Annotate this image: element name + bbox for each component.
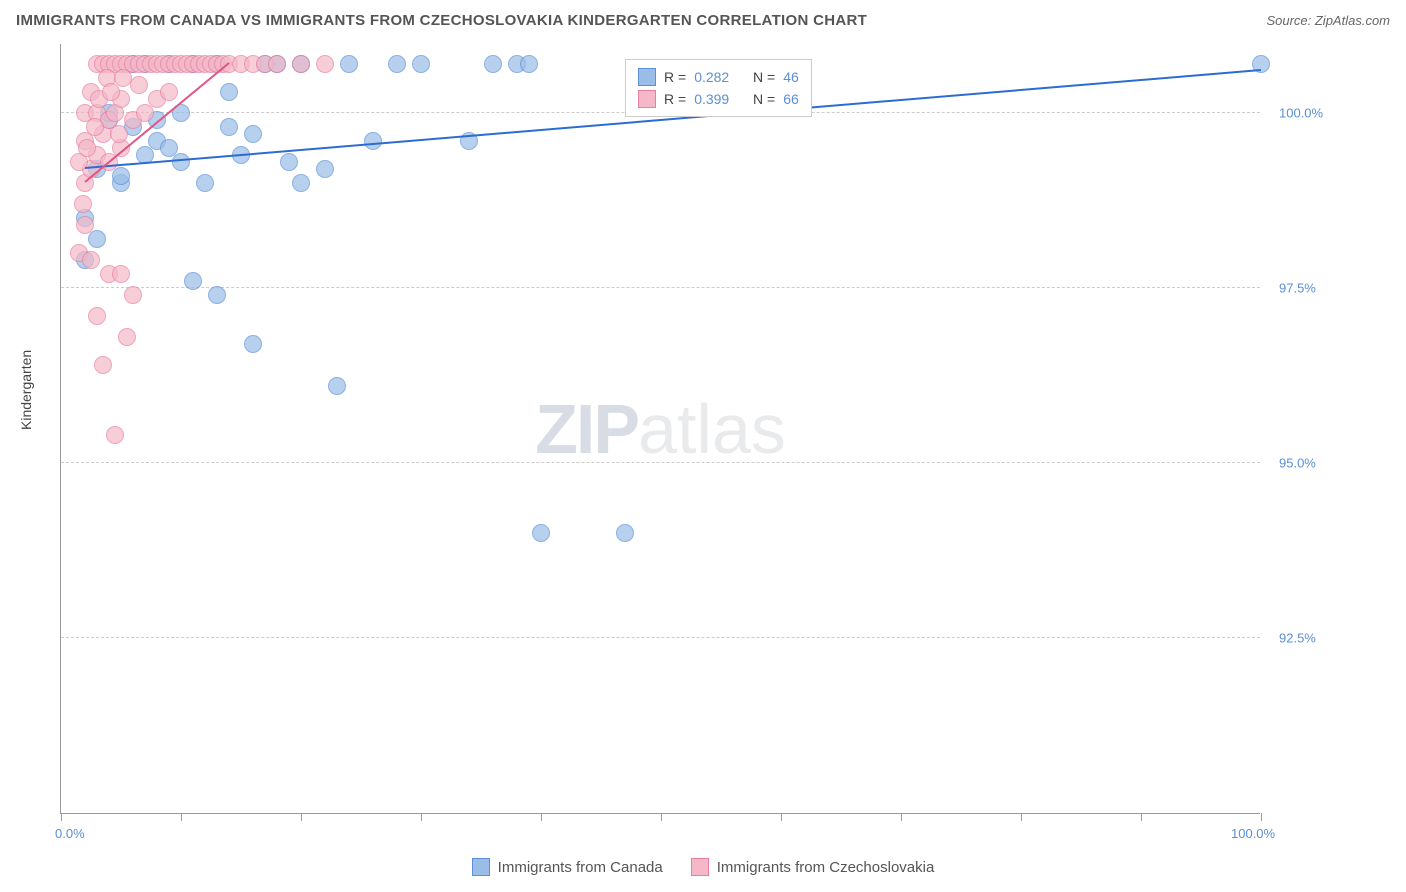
swatch-czech-icon (638, 90, 656, 108)
data-point-czech (130, 76, 148, 94)
data-point-canada (328, 377, 346, 395)
x-tick-label: 0.0% (55, 826, 85, 841)
r-value-canada: 0.282 (694, 66, 729, 88)
legend-label-czech: Immigrants from Czechoslovakia (717, 859, 935, 876)
n-label: N = (753, 66, 775, 88)
data-point-canada (220, 83, 238, 101)
data-point-canada (484, 55, 502, 73)
data-point-czech (160, 83, 178, 101)
data-point-canada (172, 153, 190, 171)
data-point-czech (316, 55, 334, 73)
legend-correlation-box: R = 0.282 N = 46 R = 0.399 N = 66 (625, 59, 812, 117)
y-tick-label: 97.5% (1279, 281, 1316, 296)
gridline (61, 462, 1260, 463)
watermark-part2: atlas (638, 390, 786, 468)
data-point-canada (244, 335, 262, 353)
legend-item-canada: Immigrants from Canada (472, 858, 663, 876)
n-value-canada: 46 (783, 66, 799, 88)
x-tick (61, 813, 62, 821)
data-point-canada (316, 160, 334, 178)
chart-title: IMMIGRANTS FROM CANADA VS IMMIGRANTS FRO… (16, 12, 867, 29)
data-point-czech (110, 125, 128, 143)
legend-label-canada: Immigrants from Canada (498, 859, 663, 876)
legend-item-czech: Immigrants from Czechoslovakia (691, 858, 935, 876)
data-point-czech (88, 307, 106, 325)
x-tick (541, 813, 542, 821)
data-point-canada (184, 272, 202, 290)
data-point-canada (388, 55, 406, 73)
gridline (61, 287, 1260, 288)
data-point-czech (86, 118, 104, 136)
data-point-canada (616, 524, 634, 542)
data-point-czech (94, 356, 112, 374)
swatch-czech (691, 858, 709, 876)
data-point-canada (292, 174, 310, 192)
x-tick (421, 813, 422, 821)
x-tick (181, 813, 182, 821)
data-point-canada (280, 153, 298, 171)
x-tick (781, 813, 782, 821)
data-point-czech (112, 265, 130, 283)
data-point-czech (136, 104, 154, 122)
data-point-canada (112, 167, 130, 185)
watermark-part1: ZIP (535, 390, 638, 468)
swatch-canada-icon (638, 68, 656, 86)
data-point-canada (412, 55, 430, 73)
swatch-canada (472, 858, 490, 876)
r-label: R = (664, 66, 686, 88)
y-tick-label: 100.0% (1279, 106, 1323, 121)
n-value-czech: 66 (783, 88, 799, 110)
gridline (61, 637, 1260, 638)
legend-row-canada: R = 0.282 N = 46 (638, 66, 799, 88)
data-point-canada (532, 524, 550, 542)
x-tick (301, 813, 302, 821)
x-tick (1021, 813, 1022, 821)
data-point-czech (76, 216, 94, 234)
source-label: Source: ZipAtlas.com (1266, 13, 1390, 28)
x-tick (661, 813, 662, 821)
y-axis-title: Kindergarten (18, 350, 34, 430)
x-tick (1261, 813, 1262, 821)
n-label: N = (753, 88, 775, 110)
plot-area: ZIPatlas 92.5%95.0%97.5%100.0%0.0%100.0%… (60, 44, 1260, 814)
data-point-canada (196, 174, 214, 192)
data-point-canada (160, 139, 178, 157)
data-point-canada (88, 230, 106, 248)
x-tick-label: 100.0% (1231, 826, 1275, 841)
legend-row-czech: R = 0.399 N = 66 (638, 88, 799, 110)
data-point-canada (220, 118, 238, 136)
data-point-canada (244, 125, 262, 143)
data-point-canada (208, 286, 226, 304)
data-point-czech (124, 286, 142, 304)
data-point-czech (118, 328, 136, 346)
data-point-czech (268, 55, 286, 73)
r-value-czech: 0.399 (694, 88, 729, 110)
data-point-canada (364, 132, 382, 150)
data-point-canada (340, 55, 358, 73)
watermark: ZIPatlas (535, 389, 786, 469)
y-tick-label: 95.0% (1279, 456, 1316, 471)
data-point-czech (74, 195, 92, 213)
data-point-czech (82, 251, 100, 269)
legend-bottom: Immigrants from Canada Immigrants from C… (0, 858, 1406, 876)
r-label: R = (664, 88, 686, 110)
data-point-czech (106, 426, 124, 444)
data-point-canada (520, 55, 538, 73)
data-point-czech (102, 83, 120, 101)
data-point-czech (114, 69, 132, 87)
x-tick (901, 813, 902, 821)
x-tick (1141, 813, 1142, 821)
data-point-czech (292, 55, 310, 73)
y-tick-label: 92.5% (1279, 631, 1316, 646)
data-point-czech (78, 139, 96, 157)
